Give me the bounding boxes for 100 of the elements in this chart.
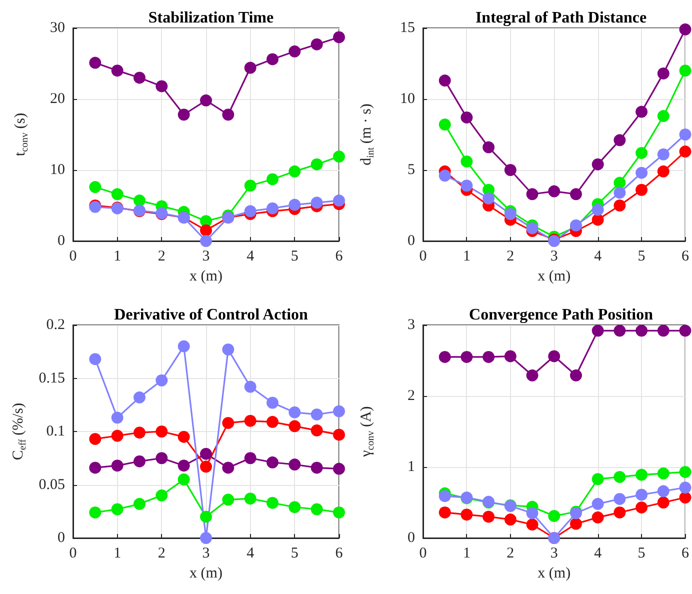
point [111,64,124,77]
x-tick-label: 2 [506,248,514,264]
y-tick-label: 0.15 [38,370,65,386]
point [504,350,516,362]
point [156,489,168,502]
point [482,192,495,204]
point [438,118,451,131]
point [134,455,146,468]
point [200,510,212,523]
point [244,62,256,74]
x-tick-label: 1 [462,248,470,264]
point [134,498,146,510]
point [266,202,278,214]
point [200,532,212,544]
point [636,106,648,118]
point [482,141,495,154]
point [333,31,345,44]
point [111,412,124,424]
x-tick-label: 3 [550,248,558,264]
point [178,473,190,486]
y-axis-title: dint (m · s) [358,104,376,166]
y-tick-label: 30 [50,20,65,36]
y-tick-label: 0.2 [46,317,65,333]
point [200,224,212,236]
x-tick-label: 6 [335,546,344,562]
x-tick-label: 1 [114,546,122,562]
point [89,181,102,194]
y-tick-label: 15 [400,20,415,36]
point [438,350,451,363]
point [266,496,278,509]
point [222,494,234,506]
x-tick-label: 0 [419,248,427,264]
point [614,470,626,483]
x-tick-label: 6 [335,248,344,264]
point [657,165,670,178]
point [244,414,256,427]
point [657,467,670,480]
point [636,501,648,514]
point [266,53,278,66]
chart-title: Derivative of Control Action [114,306,308,324]
point [178,460,190,472]
point [178,430,190,443]
y-tick-label: 20 [50,91,65,107]
point [526,369,538,382]
x-tick-label: 1 [114,248,122,264]
y-tick-label: 10 [400,91,415,107]
point [526,188,538,200]
point [636,324,648,337]
point [592,324,604,337]
y-axis-title: γconv (A) [358,406,376,458]
point [288,406,301,418]
point [310,38,323,50]
point [592,158,604,170]
point [657,110,670,122]
point [504,514,516,526]
y-tick-label: 5 [408,162,415,178]
y-tick-label: 0 [408,233,415,249]
point [679,23,692,36]
point [200,235,212,247]
x-tick-label: 5 [638,248,646,264]
point [310,196,323,209]
point [679,482,692,494]
point [134,391,146,404]
x-axis-title: x (m) [190,268,222,284]
point [636,146,648,159]
y-tick-label: 0 [408,530,415,546]
point [614,492,626,505]
x-tick-label: 5 [290,546,298,562]
point [526,222,538,234]
point [482,510,495,523]
y-axis-title: tconv (s) [12,112,30,156]
point [244,180,256,192]
y-axis-title: Ceff (%/s) [10,402,28,460]
point [614,176,626,189]
point [460,350,473,363]
point [482,350,495,363]
point [333,462,345,475]
point [679,324,692,337]
x-tick-label: 3 [202,546,210,562]
point [89,432,102,445]
point [333,428,345,441]
point [614,324,626,337]
point [134,72,146,84]
point [244,492,256,505]
y-tick-label: 3 [408,317,415,333]
point [134,426,146,439]
y-tick-label: 1 [408,459,415,475]
x-tick-label: 6 [682,248,690,264]
point [679,492,692,504]
x-tick-label: 4 [594,248,602,264]
chart-title: Stabilization Time [148,10,274,26]
point [548,350,560,362]
chart-title: Convergence Path Position [469,306,654,324]
point [310,408,323,420]
point [156,426,168,438]
point [288,420,301,432]
point [570,369,582,382]
x-tick-label: 6 [682,546,690,562]
point [460,508,473,521]
point [614,200,626,212]
